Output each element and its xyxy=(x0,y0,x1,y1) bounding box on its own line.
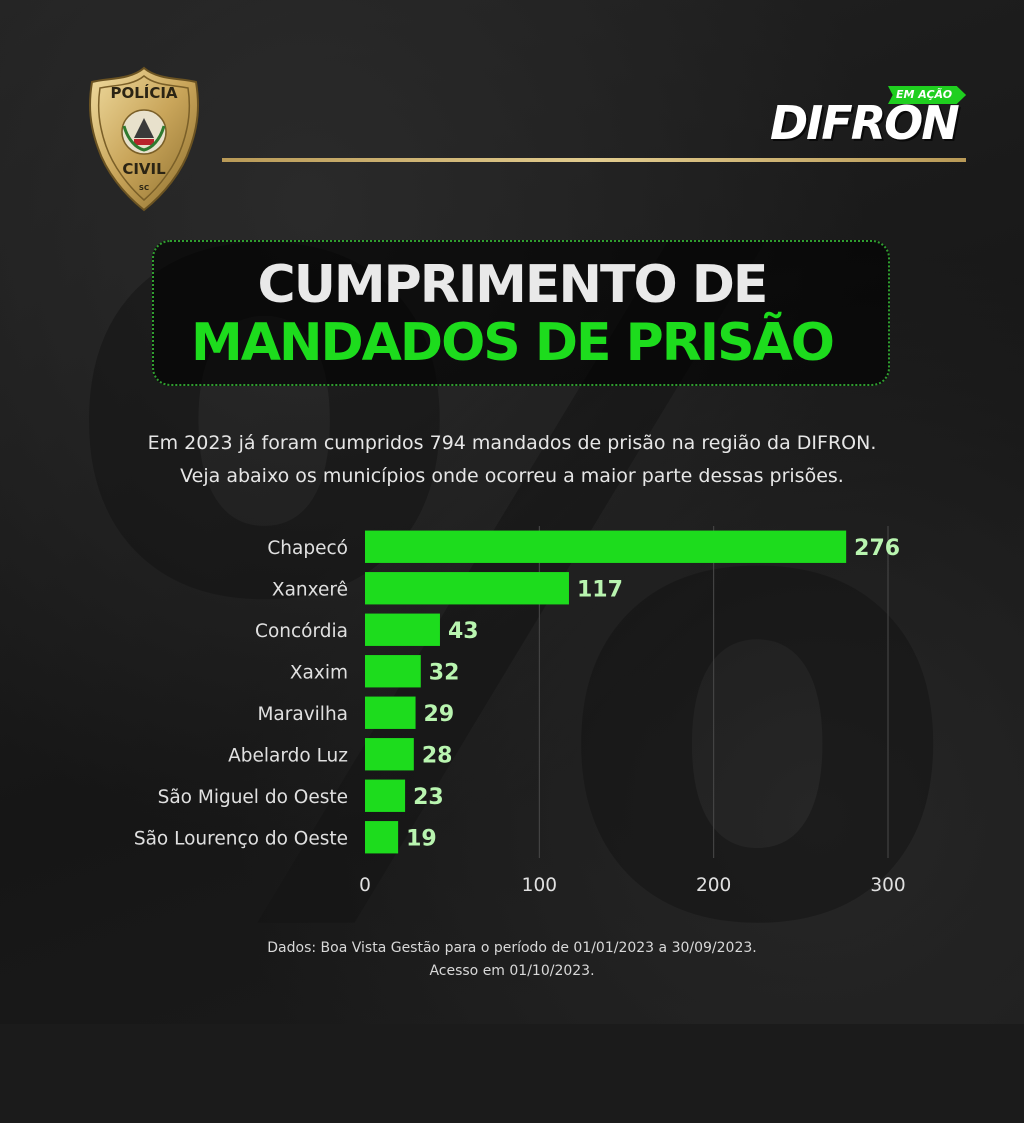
bar xyxy=(365,572,569,605)
bar xyxy=(365,821,399,854)
footer-access-date: Acesso em 01/10/2023. xyxy=(429,963,595,979)
bar xyxy=(365,779,406,812)
category-label: Chapecó xyxy=(267,538,348,559)
value-label: 23 xyxy=(413,785,444,810)
chart-bars xyxy=(365,530,847,854)
bar xyxy=(365,696,416,729)
badge-bottom-text: CIVIL xyxy=(122,160,166,178)
chart-gridlines xyxy=(538,526,889,858)
value-label: 29 xyxy=(424,702,455,727)
bar-chart: Chapecó Xanxerê Concórdia Xaxim Maravilha Abe… xyxy=(134,526,906,896)
footer-source: Dados: Boa Vista Gestão para o período d… xyxy=(267,940,757,956)
value-label: 276 xyxy=(854,536,900,561)
category-label: Abelardo Luz xyxy=(228,745,348,766)
title-box xyxy=(152,240,890,386)
bar xyxy=(365,655,421,688)
intro-line-1: Em 2023 já foram cumpridos 794 mandados … xyxy=(147,432,877,454)
x-tick-label: 300 xyxy=(870,875,905,896)
x-tick-label: 0 xyxy=(359,875,371,896)
x-tick-label: 200 xyxy=(696,875,731,896)
value-label: 19 xyxy=(406,826,437,851)
difron-logo: EM AÇÃO DIFRON xyxy=(770,84,970,154)
value-label: 117 xyxy=(577,577,623,602)
badge-top-text: POLÍCIA xyxy=(110,83,177,102)
chart-value-labels: 276 117 43 32 29 28 23 19 xyxy=(406,536,900,852)
value-label: 43 xyxy=(448,619,479,644)
category-label: Xanxerê xyxy=(272,579,348,600)
chart-tick-labels: 0 100 200 300 xyxy=(359,875,906,896)
intro-line-2: Veja abaixo os municípios onde ocorreu a… xyxy=(180,465,844,487)
bar xyxy=(365,530,847,563)
policia-civil-badge: POLÍCIA CIVIL SC xyxy=(89,66,199,212)
value-label: 28 xyxy=(422,743,453,768)
category-label: São Miguel do Oeste xyxy=(158,787,348,808)
logo-tag: EM AÇÃO xyxy=(888,86,967,104)
chart-category-labels: Chapecó Xanxerê Concórdia Xaxim Maravilha Abe… xyxy=(134,538,348,850)
logo-word: DIFRON xyxy=(770,96,960,150)
category-label: Maravilha xyxy=(257,704,348,725)
category-label: São Lourenço do Oeste xyxy=(134,828,348,849)
gold-divider xyxy=(222,158,966,162)
title-line-1: CUMPRIMENTO DE xyxy=(257,255,769,315)
category-label: Xaxim xyxy=(290,662,348,683)
title-line-2: MANDADOS DE PRISÃO xyxy=(190,313,835,373)
bar xyxy=(365,613,440,646)
badge-state-text: SC xyxy=(139,184,149,192)
value-label: 32 xyxy=(429,660,460,685)
bar xyxy=(365,738,414,771)
x-tick-label: 100 xyxy=(522,875,557,896)
category-label: Concórdia xyxy=(255,621,348,642)
